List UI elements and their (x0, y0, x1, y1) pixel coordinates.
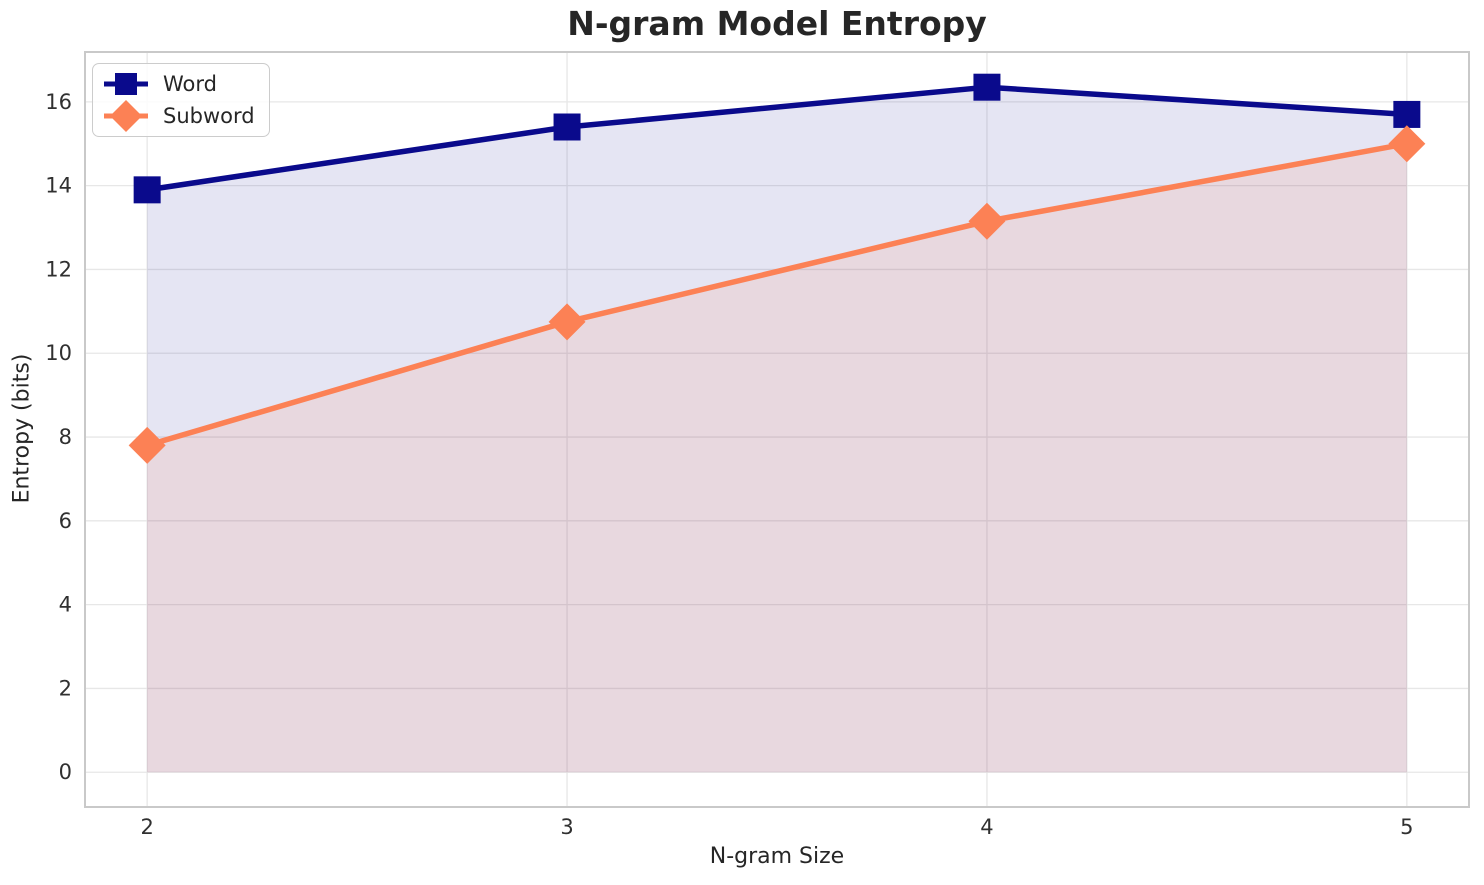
series-word-markers (133, 73, 1421, 204)
legend-label-subword: Subword (163, 103, 255, 128)
x-tick-label: 2 (140, 815, 153, 839)
subword-line-diamond-marker-icon (104, 100, 148, 132)
y-axis-label: Entropy (bits) (9, 353, 35, 504)
legend-item-word: Word (102, 68, 255, 100)
y-tick-label: 14 (45, 174, 72, 198)
y-tick-label: 16 (45, 90, 72, 114)
word-line-square-marker-icon (104, 73, 148, 95)
legend-item-subword: Subword (102, 100, 255, 132)
y-tick-labels: 0 2 4 6 8 10 12 14 16 (45, 90, 72, 784)
y-tick-label: 12 (45, 257, 72, 281)
x-tick-label: 4 (980, 815, 993, 839)
data-point-marker (1393, 100, 1421, 128)
y-tick-label: 0 (59, 760, 72, 784)
x-axis-label: N-gram Size (709, 844, 845, 869)
series-subword-line (146, 141, 1408, 449)
series-subword-fill (147, 143, 1407, 773)
data-point-marker (553, 113, 581, 141)
y-tick-label: 8 (59, 425, 72, 449)
chart-title: N-gram Model Entropy (567, 4, 987, 43)
data-point-marker (548, 303, 586, 341)
data-point-marker (968, 202, 1006, 240)
x-tick-labels: 2 3 4 5 (140, 815, 1413, 839)
plot-border (84, 51, 1470, 808)
data-point-marker (133, 176, 161, 204)
y-tick-label: 10 (45, 341, 72, 365)
data-point-marker (1388, 125, 1426, 163)
legend-label-word: Word (163, 71, 217, 96)
y-tick-label: 6 (59, 509, 72, 533)
data-point-marker (973, 73, 1001, 101)
x-tick-label: 3 (560, 815, 573, 839)
data-point-marker (128, 426, 166, 464)
legend: Word Subword (92, 63, 270, 137)
x-tick-label: 5 (1400, 815, 1413, 839)
series-word-line (146, 84, 1408, 193)
y-tick-label: 4 (59, 593, 72, 617)
series-subword-markers (128, 125, 1426, 464)
series-word-fill (147, 87, 1407, 773)
y-tick-label: 2 (59, 676, 72, 700)
